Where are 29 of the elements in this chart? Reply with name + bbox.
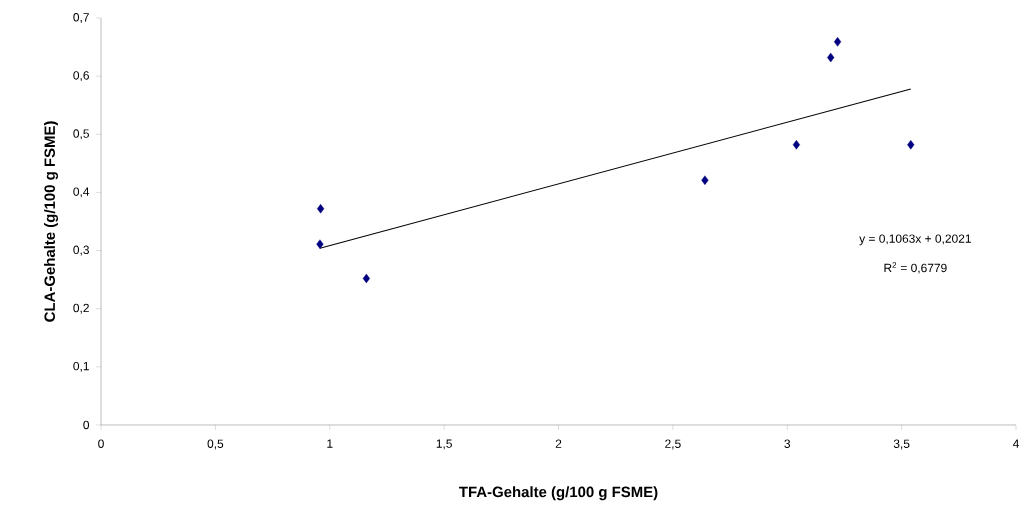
x-axis-title: TFA-Gehalte (g/100 g FSME): [459, 486, 658, 501]
y-axis-title: CLA-Gehalte (g/100 g FSME): [44, 121, 59, 322]
x-tick-label: 2,5: [665, 439, 681, 450]
y-tick-label: 0,2: [73, 303, 89, 314]
point: [827, 52, 835, 63]
y-tick-label: 0: [83, 420, 90, 430]
annotation: y = 0,1063x + 0,2021: [859, 234, 971, 246]
x-tick-label: 0,5: [207, 439, 224, 450]
point: [834, 37, 842, 47]
point: [316, 239, 324, 249]
x-tick-label: 3,5: [893, 439, 910, 450]
y-tick-label: 0,1: [73, 361, 89, 372]
y-tick-label: 0,6: [73, 71, 89, 82]
x-tick-label: 2: [555, 439, 562, 448]
annotation: R$^{2}$ = 0,6779: [884, 262, 947, 274]
x-tick-label: 1,5: [436, 439, 452, 450]
x-tick-label: 4: [1012, 439, 1019, 448]
x-tick-label: 1: [327, 439, 333, 448]
y-tick-label: 0,7: [73, 13, 89, 23]
x-tick-label: 3: [784, 439, 791, 448]
point: [792, 140, 800, 150]
y-tick-label: 0,5: [73, 129, 89, 140]
point: [317, 204, 325, 214]
point: [701, 175, 709, 185]
point: [907, 140, 915, 150]
x-tick-label: 0: [98, 439, 104, 448]
y-tick-label: 0,4: [73, 187, 90, 198]
point: [362, 273, 370, 284]
y-tick-label: 0,3: [73, 245, 89, 256]
